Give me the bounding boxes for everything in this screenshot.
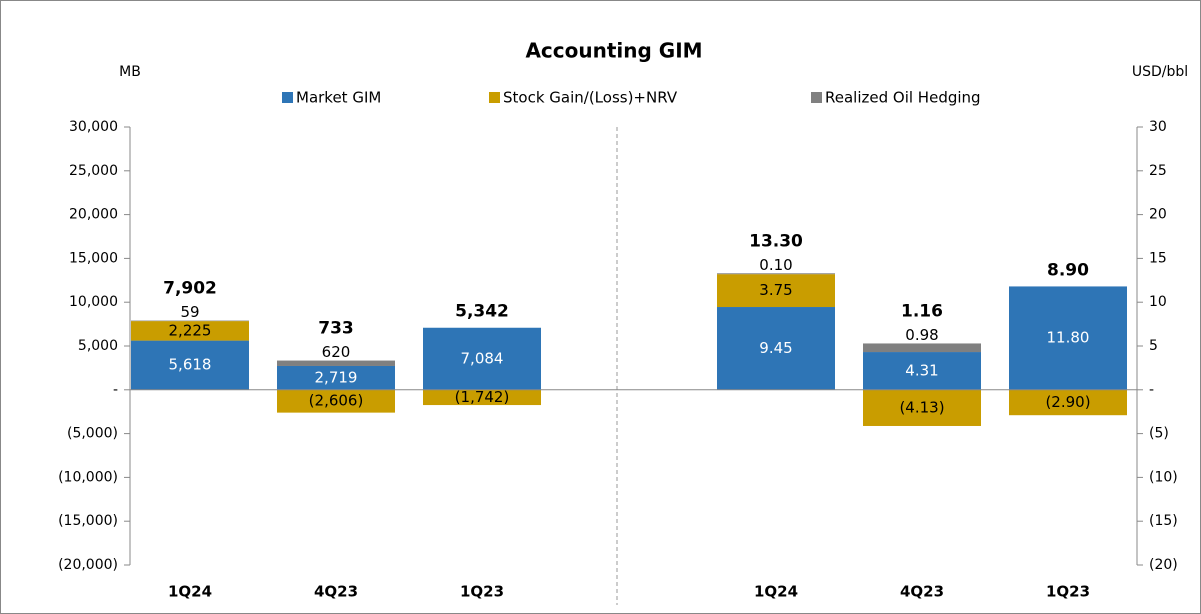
- data-label: (1,742): [455, 388, 510, 406]
- chart-title: Accounting GIM: [525, 39, 702, 63]
- data-label: (4.13): [899, 398, 944, 416]
- y-tick-label: 20,000: [69, 207, 118, 223]
- bar-segment: [717, 273, 835, 275]
- y-tick-label: 25,000: [69, 163, 118, 179]
- x-tick-label: 1Q24: [168, 583, 212, 601]
- y-axis-label: MB: [119, 64, 141, 80]
- bar-segment: [863, 343, 981, 353]
- x-tick-label: 4Q23: [314, 583, 358, 601]
- x-tick-label: 1Q23: [460, 583, 504, 601]
- data-label: 620: [322, 343, 351, 361]
- y-tick-label: (15,000): [58, 513, 118, 529]
- x-tick-label: 1Q23: [1046, 583, 1090, 601]
- total-label: 733: [318, 319, 354, 339]
- y-tick-label: 5: [1149, 338, 1158, 354]
- legend-swatch: [282, 92, 293, 103]
- y-tick-label: 20: [1149, 207, 1167, 223]
- y-tick-label: (5): [1149, 426, 1169, 442]
- bar-segment: [1009, 286, 1127, 390]
- data-label: (2.90): [1045, 393, 1090, 411]
- data-label: 5,618: [169, 356, 212, 374]
- y-tick-label: (15): [1149, 513, 1178, 529]
- y-tick-label: 30: [1149, 119, 1167, 135]
- x-tick-label: 4Q23: [900, 583, 944, 601]
- y-tick-label: 15: [1149, 250, 1167, 266]
- data-label: 59: [180, 303, 199, 321]
- data-label: 0.98: [905, 326, 938, 344]
- total-label: 7,902: [163, 279, 217, 299]
- total-label: 13.30: [749, 231, 803, 251]
- y-tick-label: (20,000): [58, 557, 118, 573]
- bar-segment: [277, 360, 395, 366]
- bar-segment: [1009, 389, 1127, 416]
- y-tick-label: -: [1149, 382, 1154, 398]
- y-tick-label: 10: [1149, 294, 1167, 310]
- data-label: 9.45: [759, 339, 792, 357]
- total-label: 8.90: [1047, 260, 1089, 280]
- y-tick-label: 5,000: [78, 338, 118, 354]
- y-tick-label: 10,000: [69, 294, 118, 310]
- y-tick-label: (5,000): [67, 426, 118, 442]
- bar-segment: [423, 389, 541, 406]
- legend-swatch: [489, 92, 500, 103]
- y-tick-label: 15,000: [69, 250, 118, 266]
- bar-segment: [717, 274, 835, 308]
- data-label: 2,719: [315, 368, 358, 386]
- x-tick-label: 1Q24: [754, 583, 798, 601]
- data-label: 7,084: [461, 349, 504, 367]
- bar-segment: [717, 307, 835, 390]
- legend-swatch: [811, 92, 822, 103]
- legend-label: Market GIM: [296, 89, 381, 107]
- bar-segment: [131, 340, 249, 390]
- y2-axis-label: USD/bbl: [1132, 64, 1188, 80]
- bar-segment: [277, 365, 395, 390]
- y-tick-label: (10,000): [58, 469, 118, 485]
- y-tick-label: 30,000: [69, 119, 118, 135]
- data-label: 0.10: [759, 256, 792, 274]
- total-label: 1.16: [901, 301, 943, 321]
- bar-segment: [863, 389, 981, 426]
- y-tick-label: -: [113, 382, 118, 398]
- y-tick-label: (20): [1149, 557, 1178, 573]
- y-tick-label: (10): [1149, 469, 1178, 485]
- bar-segment: [277, 389, 395, 413]
- bar-segment: [131, 321, 249, 341]
- total-label: 5,342: [455, 302, 509, 322]
- data-label: 3.75: [759, 281, 792, 299]
- legend-label: Realized Oil Hedging: [825, 89, 981, 107]
- data-label: 2,225: [169, 321, 212, 339]
- data-label: (2,606): [309, 392, 364, 410]
- bar-segment: [131, 320, 249, 322]
- data-label: 4.31: [905, 361, 938, 379]
- bar-segment: [863, 352, 981, 390]
- y-tick-label: 25: [1149, 163, 1167, 179]
- bar-segment: [423, 327, 541, 390]
- data-label: 11.80: [1047, 329, 1090, 347]
- legend-label: Stock Gain/(Loss)+NRV: [503, 89, 678, 107]
